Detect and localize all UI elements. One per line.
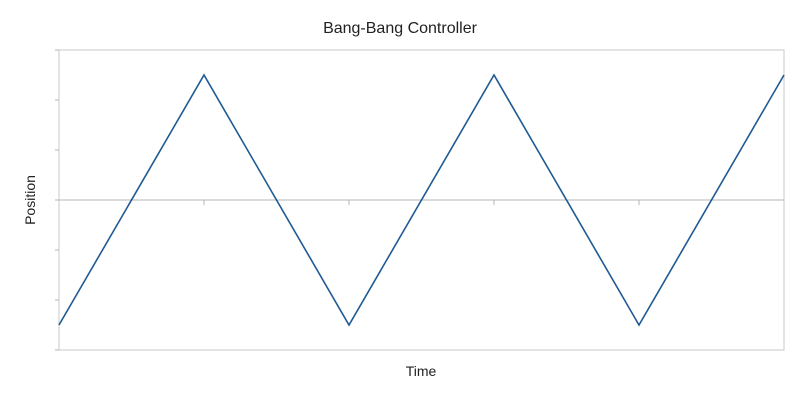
x-axis-label: Time (406, 363, 437, 379)
series-layer (58, 73, 785, 327)
x-axis-ticks (203, 200, 640, 205)
chart-title: Bang-Bang Controller (323, 20, 478, 37)
y-axis-label: Position (22, 175, 38, 225)
series-line (58, 73, 785, 327)
y-axis-ticks (55, 49, 59, 351)
